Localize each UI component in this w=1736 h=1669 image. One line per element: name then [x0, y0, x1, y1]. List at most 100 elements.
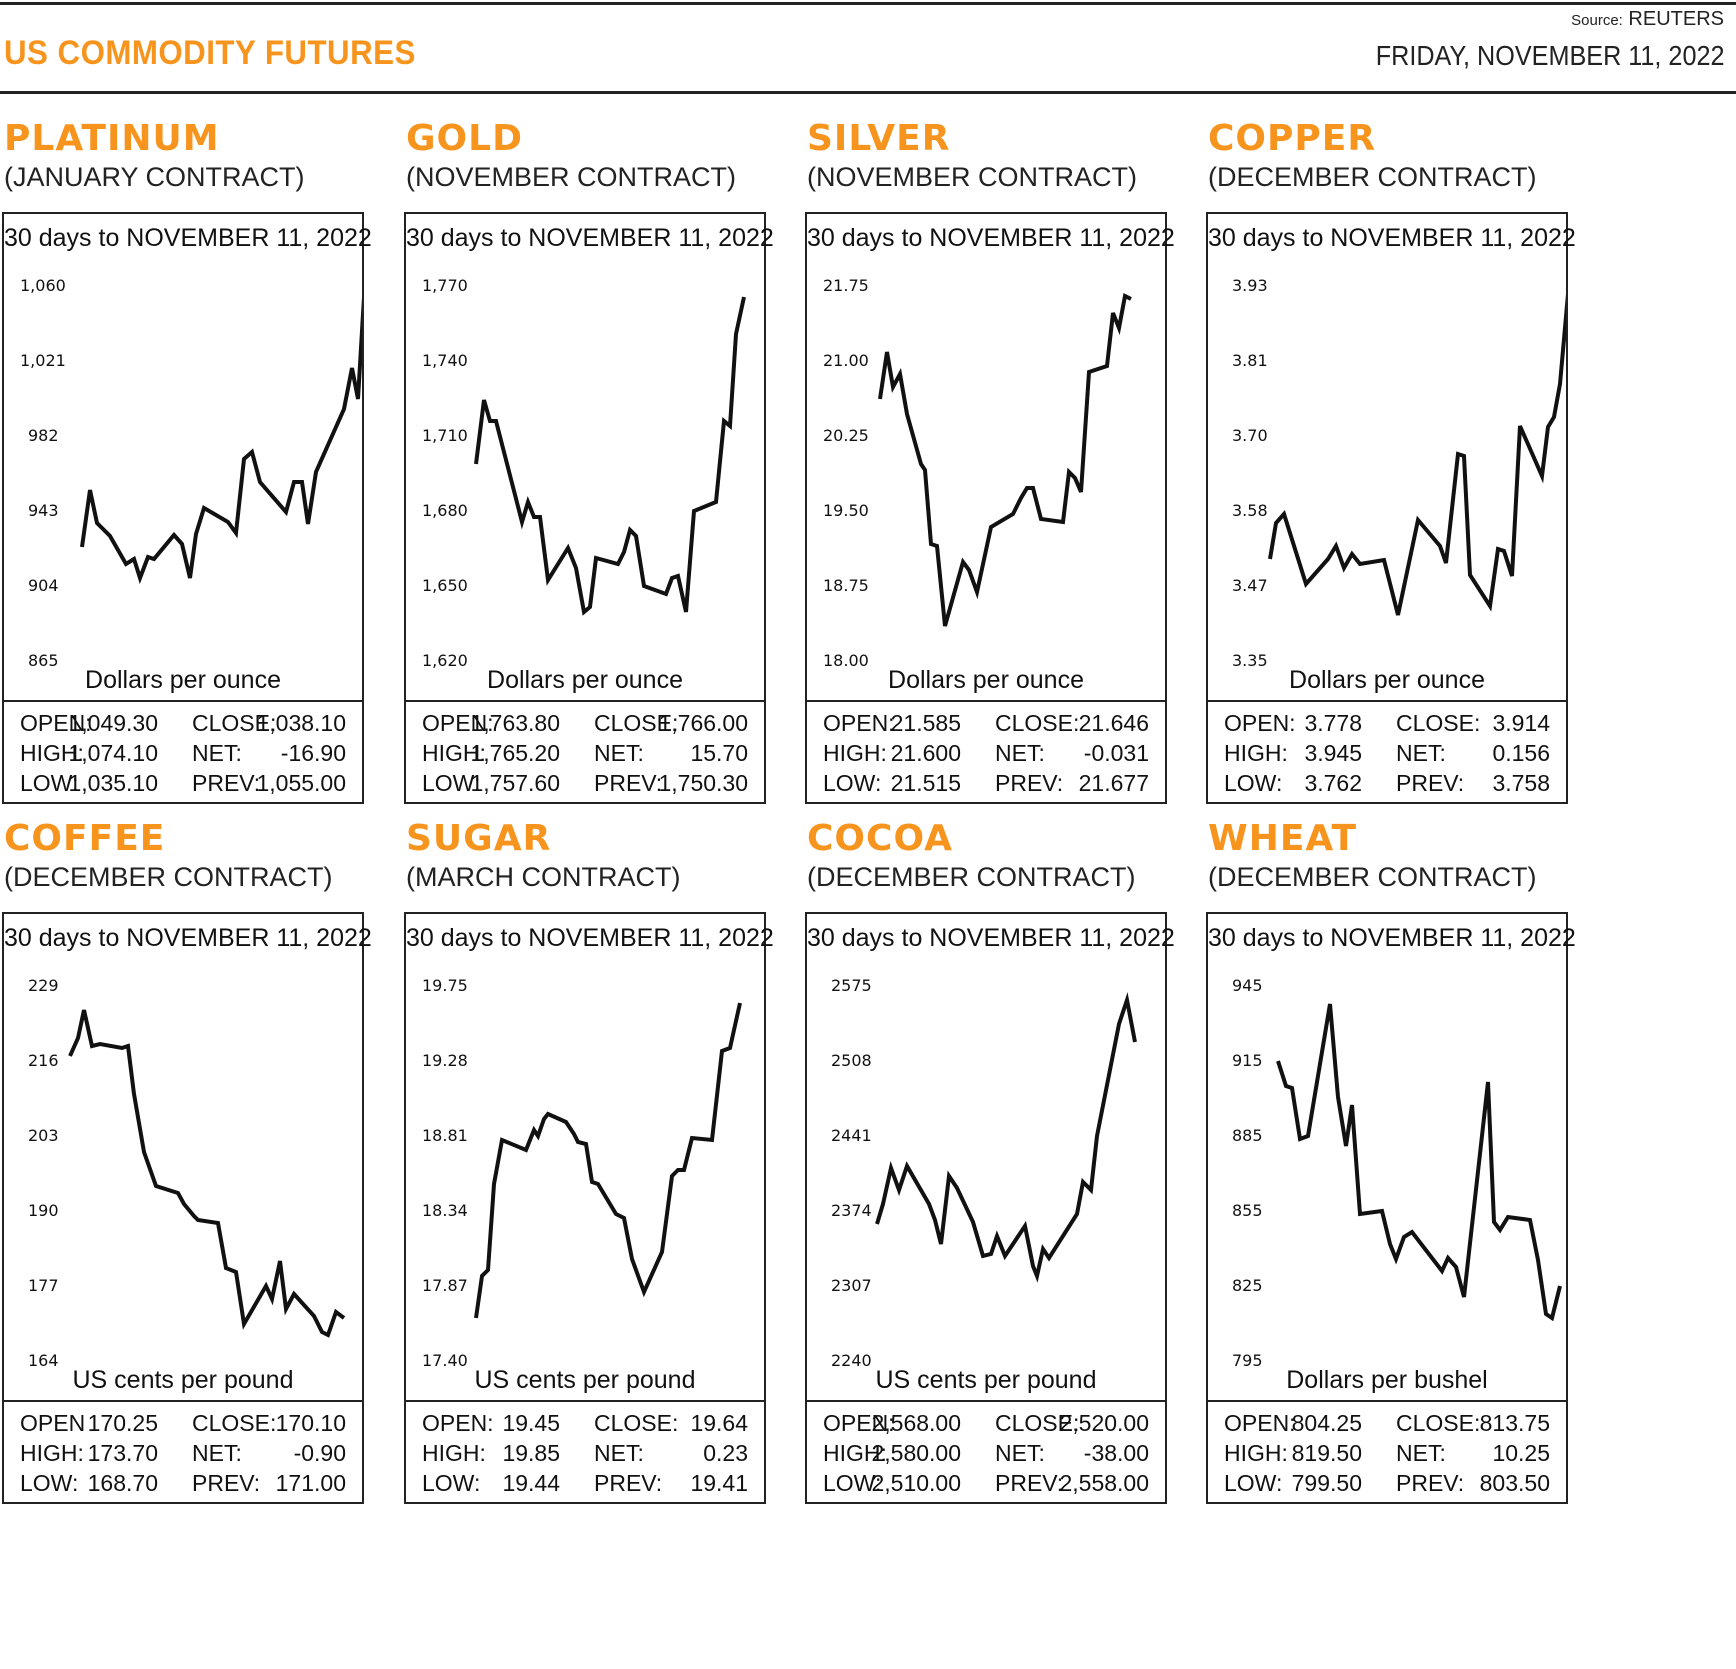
net-label: NET: [995, 1440, 1045, 1466]
y-tick-label: 943 [28, 501, 59, 520]
high-value: 21.600 [890, 740, 961, 766]
chart-box: 30 days to NOVEMBER 11, 2022 945 915 885 85… [1206, 912, 1576, 1504]
open-value: 1,763.80 [470, 710, 560, 736]
unit-label: Dollars per ounce [487, 666, 683, 694]
close-value: 813.75 [1479, 1410, 1550, 1436]
y-tick-label: 945 [1232, 976, 1263, 995]
price-line [68, 1009, 346, 1338]
net-value: 15.70 [690, 740, 748, 766]
open-value: 170.25 [87, 1410, 158, 1436]
prev-value: 803.50 [1479, 1470, 1550, 1496]
chart-box: 30 days to NOVEMBER 11, 2022 21.75 21.00 2… [805, 212, 1175, 804]
y-tick-label: 1,740 [422, 351, 468, 370]
close-value: 2,520.00 [1059, 1410, 1149, 1436]
net-value: 0.23 [703, 1440, 748, 1466]
high-value: 2,580.00 [871, 1440, 961, 1466]
stats-row-high-net: HIGH: 1,765.20 NET: 15.70 [406, 740, 764, 770]
contract-month: (DECEMBER CONTRACT) [1208, 162, 1537, 192]
chart-subtitle: 30 days to NOVEMBER 11, 2022 [807, 924, 1175, 952]
stats-row-low-prev: LOW: 3.762 PREV: 3.758 [1208, 770, 1566, 800]
stats-row-high-net: HIGH: 173.70 NET: -0.90 [4, 1440, 362, 1470]
chart-subtitle: 30 days to NOVEMBER 11, 2022 [406, 224, 774, 252]
y-tick-label: 190 [28, 1201, 59, 1220]
stats-row-high-net: HIGH: 1,074.10 NET: -16.90 [4, 740, 362, 770]
y-tick-label: 164 [28, 1351, 59, 1370]
chart-subtitle: 30 days to NOVEMBER 11, 2022 [1208, 224, 1576, 252]
source-label: Source: [1571, 12, 1623, 29]
prev-label: PREV: [1396, 1470, 1465, 1496]
unit-label: Dollars per bushel [1286, 1366, 1488, 1394]
close-label: CLOSE: [1396, 1410, 1481, 1436]
close-label: CLOSE: [1396, 710, 1481, 736]
stats-row-open-close: OPEN: 804.25 CLOSE: 813.75 [1208, 1410, 1566, 1440]
stats-row-low-prev: LOW: 799.50 PREV: 803.50 [1208, 1470, 1566, 1500]
y-tick-label: 203 [28, 1126, 59, 1145]
y-tick-label: 2307 [831, 1276, 872, 1295]
prev-label: PREV: [1396, 770, 1465, 796]
open-value: 19.45 [502, 1410, 560, 1436]
low-value: 168.70 [87, 1470, 158, 1496]
close-value: 21.646 [1078, 710, 1149, 736]
high-value: 3.945 [1304, 740, 1362, 766]
y-tick-label: 3.35 [1232, 651, 1268, 670]
close-label: CLOSE: [594, 710, 679, 736]
prev-value: 2,558.00 [1059, 1470, 1149, 1496]
prev-label: PREV: [192, 1470, 261, 1496]
y-tick-label: 18.75 [823, 576, 869, 595]
chart-subtitle: 30 days to NOVEMBER 11, 2022 [1208, 924, 1576, 952]
y-tick-label: 19.50 [823, 501, 869, 520]
y-tick-label: 21.75 [823, 276, 869, 295]
low-label: LOW: [823, 1470, 882, 1496]
stats-row-open-close: OPEN: 21.585 CLOSE: 21.646 [807, 710, 1165, 740]
source-credit: Source: REUTERS [1571, 8, 1724, 31]
close-label: CLOSE: [192, 710, 277, 736]
y-tick-label: 229 [28, 976, 59, 995]
y-tick-label: 18.34 [422, 1201, 468, 1220]
high-label: HIGH: [422, 1440, 486, 1466]
close-value: 170.10 [275, 1410, 346, 1436]
commodity-name: COPPER [1208, 118, 1377, 159]
chart-box: 30 days to NOVEMBER 11, 2022 229 216 203 19… [2, 912, 372, 1504]
chart-subtitle: 30 days to NOVEMBER 11, 2022 [807, 224, 1175, 252]
close-label: CLOSE: [594, 1410, 679, 1436]
line-chart: 30 days to NOVEMBER 11, 2022 3.93 3.81 3.7… [1208, 214, 1576, 700]
y-tick-label: 865 [28, 651, 59, 670]
chart-subtitle: 30 days to NOVEMBER 11, 2022 [4, 224, 372, 252]
price-line [878, 293, 1132, 627]
net-value: -38.00 [1083, 1440, 1149, 1466]
prev-value: 1,750.30 [658, 770, 748, 796]
source-value: REUTERS [1628, 8, 1724, 30]
net-label: NET: [192, 740, 242, 766]
stats-table: OPEN: 1,049.30 CLOSE: 1,038.10 HIGH: 1,0… [4, 700, 362, 802]
open-label: OPEN: [422, 710, 494, 736]
page-date: FRIDAY, NOVEMBER 11, 2022 [1375, 40, 1724, 71]
high-label: HIGH: [20, 740, 84, 766]
stats-row-low-prev: LOW: 21.515 PREV: 21.677 [807, 770, 1165, 800]
y-tick-label: 1,060 [20, 276, 66, 295]
y-tick-label: 795 [1232, 1351, 1263, 1370]
y-tick-label: 20.25 [823, 426, 869, 445]
y-tick-label: 1,770 [422, 276, 468, 295]
price-line [474, 296, 746, 616]
net-label: NET: [594, 1440, 644, 1466]
low-label: LOW: [1224, 770, 1283, 796]
close-value: 3.914 [1492, 710, 1550, 736]
low-label: LOW: [20, 770, 79, 796]
y-tick-label: 1,620 [422, 651, 468, 670]
prev-label: PREV: [594, 1470, 663, 1496]
low-label: LOW: [1224, 1470, 1283, 1496]
high-value: 173.70 [87, 1440, 158, 1466]
prev-label: PREV: [594, 770, 663, 796]
high-value: 1,765.20 [470, 740, 560, 766]
low-label: LOW: [422, 1470, 481, 1496]
net-label: NET: [995, 740, 1045, 766]
commodity-name: PLATINUM [4, 118, 220, 159]
unit-label: US cents per pound [474, 1366, 696, 1394]
unit-label: US cents per pound [875, 1366, 1097, 1394]
contract-month: (MARCH CONTRACT) [406, 862, 681, 892]
stats-table: OPEN: 21.585 CLOSE: 21.646 HIGH: 21.600 … [807, 700, 1165, 802]
line-chart: 30 days to NOVEMBER 11, 2022 21.75 21.00 2… [807, 214, 1175, 700]
open-value: 1,049.30 [68, 710, 158, 736]
low-label: LOW: [20, 1470, 79, 1496]
open-value: 21.585 [890, 710, 961, 736]
